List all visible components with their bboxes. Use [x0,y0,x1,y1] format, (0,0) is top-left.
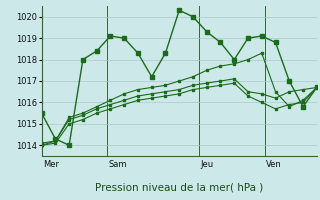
Text: Jeu: Jeu [200,160,213,169]
Text: Sam: Sam [108,160,127,169]
Text: Ven: Ven [266,160,282,169]
Text: Mer: Mer [43,160,59,169]
Text: Pression niveau de la mer( hPa ): Pression niveau de la mer( hPa ) [95,183,263,193]
